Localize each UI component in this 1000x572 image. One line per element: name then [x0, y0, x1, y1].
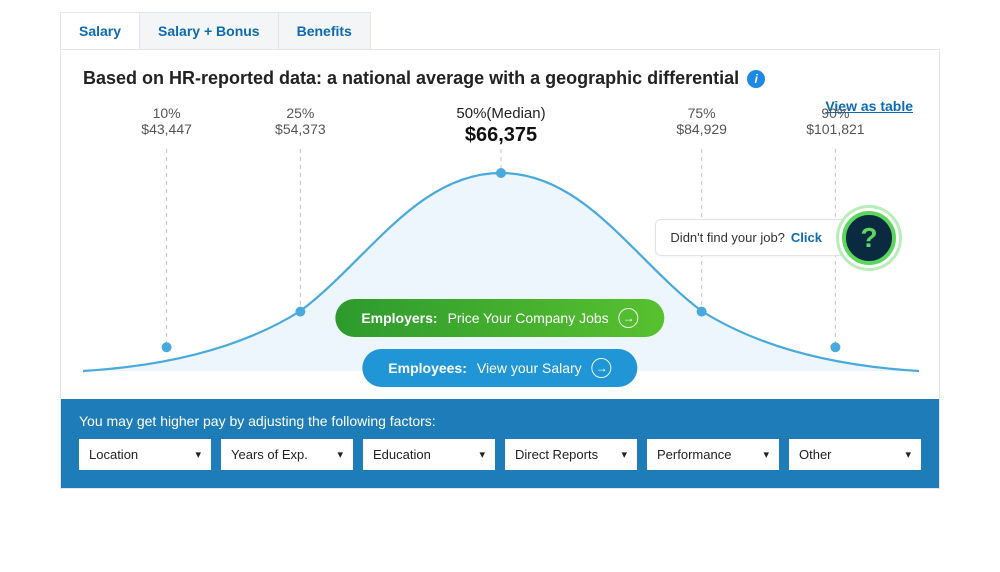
- chevron-down-icon: ▾: [763, 448, 769, 461]
- help-callout: Didn't find your job? Click ?: [655, 219, 871, 256]
- question-icon[interactable]: ?: [842, 211, 896, 265]
- percentile-amount: $54,373: [275, 121, 326, 137]
- percentile-label: 10%: [141, 105, 192, 121]
- help-click-link[interactable]: Click: [791, 230, 822, 245]
- filter-select-other[interactable]: Other ▾: [789, 439, 921, 470]
- filter-select-direct-reports[interactable]: Direct Reports ▾: [505, 439, 637, 470]
- headline-text: Based on HR-reported data: a national av…: [83, 68, 739, 89]
- employers-cta-button[interactable]: Employers: Price Your Company Jobs →: [335, 299, 664, 337]
- chevron-down-icon: ▾: [195, 448, 201, 461]
- filter-label: Location: [89, 447, 138, 462]
- filter-label: Direct Reports: [515, 447, 598, 462]
- percentile-p10: 10%$43,447: [141, 105, 192, 137]
- percentile-p50: 50%(Median) $66,375: [456, 105, 545, 147]
- chevron-down-icon: ▾: [905, 448, 911, 461]
- percentile-label: 90%: [806, 105, 864, 121]
- filter-select-performance[interactable]: Performance ▾: [647, 439, 779, 470]
- percentile-p90: 90%$101,821: [806, 105, 864, 137]
- tab-benefits[interactable]: Benefits: [279, 12, 371, 49]
- filter-label: Education: [373, 447, 431, 462]
- arrow-right-icon: →: [619, 308, 639, 328]
- distribution-chart: 10%$43,447 25%$54,373 50%(Median) $66,375 75…: [83, 99, 917, 399]
- help-text: Didn't find your job?: [670, 230, 785, 245]
- filters-title: You may get higher pay by adjusting the …: [79, 413, 921, 429]
- employees-cta-text: View your Salary: [477, 360, 582, 376]
- employers-cta-text: Price Your Company Jobs: [448, 310, 609, 326]
- tabs: Salary Salary + Bonus Benefits: [60, 12, 940, 49]
- salary-panel: Based on HR-reported data: a national av…: [60, 49, 940, 489]
- filter-label: Other: [799, 447, 832, 462]
- panel-headline: Based on HR-reported data: a national av…: [83, 68, 917, 89]
- tab-salary[interactable]: Salary: [60, 12, 140, 49]
- percentile-amount: $66,375: [456, 124, 545, 147]
- filter-label: Years of Exp.: [231, 447, 308, 462]
- employers-cta-bold: Employers:: [361, 310, 437, 326]
- filter-select-years-of-exp[interactable]: Years of Exp. ▾: [221, 439, 353, 470]
- arrow-right-icon: →: [592, 358, 612, 378]
- percentile-label: 25%: [275, 105, 326, 121]
- chevron-down-icon: ▾: [479, 448, 485, 461]
- cta-stack: Employers: Price Your Company Jobs → Emp…: [335, 299, 664, 387]
- percentile-amount: $84,929: [676, 121, 727, 137]
- chevron-down-icon: ▾: [337, 448, 343, 461]
- percentile-p25: 25%$54,373: [275, 105, 326, 137]
- filter-row: Location▾Years of Exp.▾Education▾Direct …: [79, 439, 921, 470]
- employees-cta-bold: Employees:: [388, 360, 467, 376]
- tab-salary-bonus[interactable]: Salary + Bonus: [140, 12, 279, 49]
- filter-select-education[interactable]: Education ▾: [363, 439, 495, 470]
- percentile-p75: 75%$84,929: [676, 105, 727, 137]
- percentile-label: 75%: [676, 105, 727, 121]
- filter-label: Performance: [657, 447, 731, 462]
- employees-cta-button[interactable]: Employees: View your Salary →: [362, 349, 637, 387]
- percentile-label: 50%(Median): [456, 105, 545, 122]
- info-icon[interactable]: i: [747, 70, 765, 88]
- percentile-amount: $101,821: [806, 121, 864, 137]
- percentile-amount: $43,447: [141, 121, 192, 137]
- filters-bar: You may get higher pay by adjusting the …: [61, 399, 939, 488]
- filter-select-location[interactable]: Location ▾: [79, 439, 211, 470]
- chevron-down-icon: ▾: [621, 448, 627, 461]
